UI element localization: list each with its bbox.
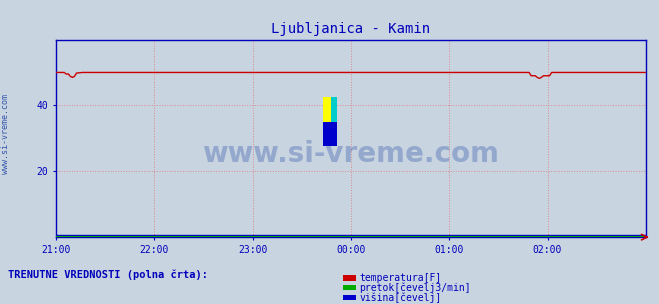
Text: www.si-vreme.com: www.si-vreme.com <box>202 140 500 168</box>
Text: www.si-vreme.com: www.si-vreme.com <box>1 94 10 174</box>
Text: pretok[čevelj3/min]: pretok[čevelj3/min] <box>359 282 471 293</box>
Text: višina[čevelj]: višina[čevelj] <box>359 292 442 302</box>
Text: TRENUTNE VREDNOSTI (polna črta):: TRENUTNE VREDNOSTI (polna črta): <box>8 270 208 280</box>
Text: temperatura[F]: temperatura[F] <box>359 273 442 283</box>
Title: Ljubljanica - Kamin: Ljubljanica - Kamin <box>272 22 430 36</box>
